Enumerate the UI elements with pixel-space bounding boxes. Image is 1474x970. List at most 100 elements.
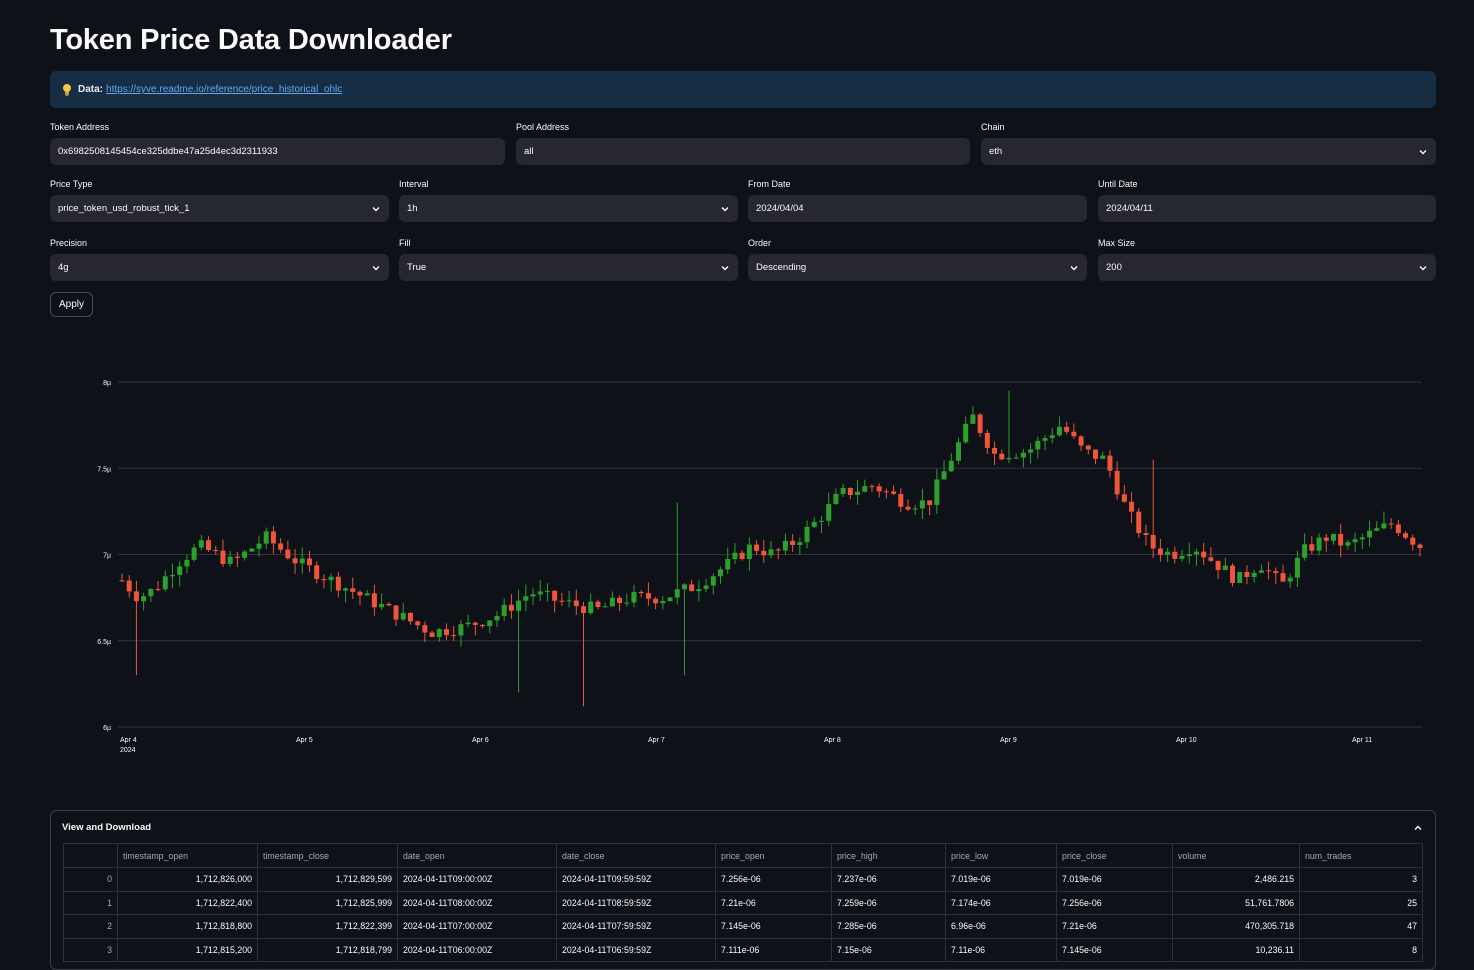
column-header[interactable]: timestamp_close: [257, 843, 398, 868]
candle-body: [948, 460, 954, 472]
expander-header[interactable]: View and Download: [51, 811, 1435, 844]
table-row[interactable]: 0 1,712,826,000 1,712,829,599 2024-04-11T09…: [63, 867, 1423, 892]
from-date-input[interactable]: 2024/04/04: [748, 195, 1087, 222]
candle-body: [609, 597, 615, 607]
table-cell: 7.145e-06: [1056, 937, 1173, 962]
table-cell: 3: [1299, 867, 1423, 892]
y-tick-label: 6.5µ: [97, 639, 111, 646]
order-field: Order Descending: [748, 238, 1087, 281]
candle-body: [631, 591, 637, 603]
candle-body: [1330, 533, 1336, 541]
fill-select[interactable]: True: [399, 254, 738, 281]
column-header[interactable]: num_trades: [1299, 843, 1423, 868]
candle-body: [458, 624, 464, 636]
candle-body: [270, 531, 276, 544]
chevron-down-icon: [721, 265, 729, 270]
candle-body: [869, 486, 875, 488]
chevron-down-icon: [372, 206, 380, 211]
max-size-select[interactable]: 200: [1098, 254, 1436, 281]
table-cell: 2024-04-11T07:59:59Z: [556, 914, 716, 939]
column-header[interactable]: date_close: [556, 843, 716, 868]
column-header[interactable]: volume: [1172, 843, 1300, 868]
candle-body: [638, 591, 644, 594]
chevron-down-icon: [1070, 265, 1078, 270]
table-cell: 470,305.718: [1172, 914, 1300, 939]
candle-body: [710, 576, 716, 586]
table-cell: 1,712,825,999: [257, 890, 398, 915]
data-source-link[interactable]: https://syve.readme.io/reference/price_h…: [106, 84, 343, 95]
interval-select[interactable]: 1h: [399, 195, 738, 222]
table-cell: 2024-04-11T09:59:59Z: [556, 867, 716, 892]
candle-body: [1266, 570, 1272, 572]
candle-body: [1381, 523, 1387, 529]
candle-body: [876, 486, 882, 492]
pool-address-input[interactable]: all: [516, 138, 970, 165]
table-cell: 7.019e-06: [1056, 867, 1173, 892]
interval-field: Interval 1h: [399, 179, 738, 222]
table-cell: 7.256e-06: [715, 867, 832, 892]
candle-body: [1215, 560, 1221, 571]
candle-body: [1388, 523, 1394, 525]
table-cell: 3: [63, 937, 118, 962]
fill-value: True: [407, 262, 427, 273]
candle-body: [126, 580, 132, 592]
x-year-label: 2024: [120, 747, 136, 754]
max-size-label: Max Size: [1098, 238, 1136, 248]
price-type-value: price_token_usd_robust_tick_1: [58, 203, 190, 214]
column-header[interactable]: price_close: [1056, 843, 1173, 868]
candle-body: [552, 590, 558, 601]
candle-body: [782, 540, 788, 551]
until-date-input[interactable]: 2024/04/11: [1098, 195, 1436, 222]
column-header[interactable]: price_low: [945, 843, 1057, 868]
candle-body: [739, 552, 745, 560]
table-row[interactable]: 2 1,712,818,800 1,712,822,399 2024-04-11T07…: [63, 914, 1423, 939]
candlestick-chart[interactable]: 6µ 6.5µ 7µ 7.5µ 8µ Apr 4 Apr 5 Apr 6 Apr 7 Apr 8 A…: [50, 330, 1436, 770]
x-tick-label: Apr 10: [1176, 737, 1197, 744]
candle-body: [775, 549, 781, 551]
candle-body: [761, 550, 767, 556]
column-header[interactable]: [63, 843, 118, 868]
x-tick-label: Apr 8: [824, 737, 841, 744]
candle-body: [299, 558, 305, 564]
candle-body: [1107, 455, 1113, 471]
candle-body: [328, 576, 334, 581]
candle-body: [422, 625, 428, 633]
column-header[interactable]: timestamp_open: [117, 843, 258, 868]
candle-body: [797, 542, 803, 545]
order-select[interactable]: Descending: [748, 254, 1087, 281]
candle-body: [1345, 542, 1351, 546]
token-address-input[interactable]: 0x6982508145454ce325ddbe47a25d4ec3d23119…: [50, 138, 505, 165]
candle-body: [177, 566, 183, 575]
chain-value: eth: [989, 146, 1003, 157]
precision-value: 4g: [58, 262, 69, 273]
data-table[interactable]: timestamp_open timestamp_close date_open da…: [63, 843, 1423, 962]
apply-button[interactable]: Apply: [50, 292, 93, 317]
table-cell: 2024-04-11T08:00:00Z: [397, 890, 557, 915]
column-header[interactable]: date_open: [397, 843, 557, 868]
chain-select[interactable]: eth: [981, 138, 1436, 165]
precision-select[interactable]: 4g: [50, 254, 389, 281]
price-type-label: Price Type: [50, 179, 93, 189]
column-header[interactable]: price_open: [715, 843, 832, 868]
candle-body: [530, 594, 536, 597]
token-address-label: Token Address: [50, 122, 110, 132]
candle-body: [1172, 551, 1178, 559]
table-row[interactable]: 1 1,712,822,400 1,712,825,999 2024-04-11T08…: [63, 890, 1423, 915]
candle-body: [1309, 544, 1315, 551]
candle-body: [169, 574, 175, 577]
candle-body: [1208, 557, 1214, 561]
candle-body: [1237, 571, 1243, 583]
chevron-down-icon: [1419, 265, 1427, 270]
column-header[interactable]: price_high: [831, 843, 946, 868]
pool-address-field: Pool Address all: [516, 122, 970, 165]
candle-body: [1395, 524, 1401, 534]
table-row[interactable]: 3 1,712,815,200 1,712,818,799 2024-04-11T06…: [63, 937, 1423, 962]
price-type-select[interactable]: price_token_usd_robust_tick_1: [50, 195, 389, 222]
until-date-label: Until Date: [1098, 179, 1138, 189]
candle-body: [653, 598, 659, 604]
table-cell: 1,712,829,599: [257, 867, 398, 892]
table-cell: 1,712,818,800: [117, 914, 258, 939]
candle-body: [523, 596, 529, 601]
candle-body: [162, 576, 168, 590]
candle-body: [1417, 544, 1423, 549]
